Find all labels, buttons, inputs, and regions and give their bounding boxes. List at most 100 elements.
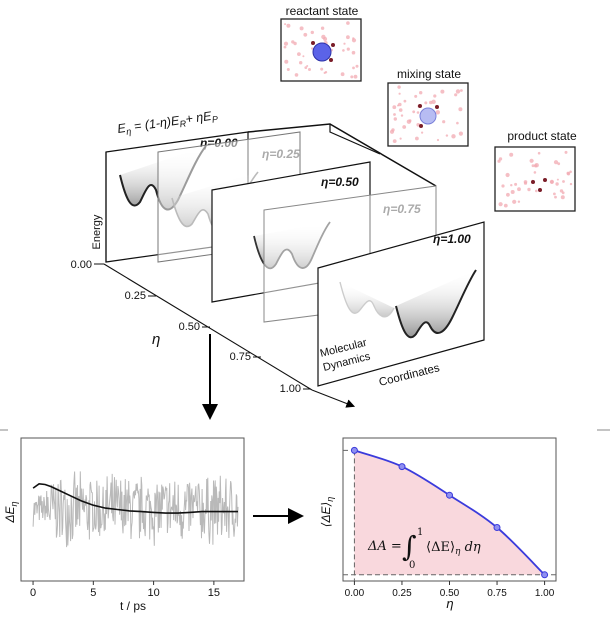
solvent-particle xyxy=(399,137,402,140)
solvent-particle xyxy=(553,192,556,196)
running-average-line xyxy=(32,482,238,514)
integral-upper: 1 xyxy=(417,527,423,538)
solvent-particle xyxy=(299,26,304,31)
solvent-particle xyxy=(533,171,537,174)
solvent-particle xyxy=(553,160,559,165)
solvent-particle xyxy=(550,180,554,184)
panel-connector xyxy=(329,124,381,155)
solvent-particle xyxy=(299,61,303,65)
solvent-particle xyxy=(320,67,324,71)
solvent-particle xyxy=(286,23,291,28)
solvent-particle xyxy=(498,157,503,161)
solvent-particle xyxy=(442,120,446,124)
solvent-particle xyxy=(350,75,354,79)
solvent-particle xyxy=(456,121,459,125)
ion-marker xyxy=(435,105,439,109)
solvent-particle xyxy=(523,181,528,185)
ion-marker xyxy=(418,104,422,108)
tick-label: 0.00 xyxy=(345,588,365,599)
solvent-particle xyxy=(340,72,345,77)
solvent-particle xyxy=(393,117,397,121)
solvent-particle xyxy=(435,110,440,115)
solvent-particle xyxy=(397,85,401,89)
solvent-particle xyxy=(398,92,401,95)
solvent-particle xyxy=(498,202,503,207)
integral-lower: 0 xyxy=(409,560,415,571)
solvent-particle xyxy=(424,101,428,105)
solvent-particle xyxy=(320,26,325,30)
solvent-particle xyxy=(451,134,456,139)
solvent-particle xyxy=(346,35,350,40)
series-line xyxy=(32,482,238,514)
data-point xyxy=(350,446,358,454)
solvent-particle xyxy=(455,89,461,94)
solvent-particle xyxy=(397,104,399,107)
solvent-particle xyxy=(283,45,287,49)
solvent-particle xyxy=(302,55,305,58)
reactant-state-label: reactant state xyxy=(286,4,359,18)
solvent-particle xyxy=(505,172,510,178)
solvent-particle xyxy=(557,162,561,166)
solvent-particle xyxy=(529,158,534,163)
tick-label: 10 xyxy=(147,587,159,599)
solvent-particles xyxy=(497,150,573,208)
solvent-particle xyxy=(433,94,437,98)
solvent-particle xyxy=(343,42,346,45)
solvent-particle xyxy=(351,50,356,55)
solvent-particle xyxy=(310,30,314,35)
solvent-particle xyxy=(512,199,517,204)
product-state-box xyxy=(494,146,576,212)
solvent-particle xyxy=(412,110,416,114)
solvent-particle xyxy=(346,47,350,51)
solvent-particle xyxy=(284,23,287,26)
solvent-particle xyxy=(283,41,289,46)
integral-area xyxy=(354,450,545,575)
solvent-particle xyxy=(402,125,407,129)
area-under-curve xyxy=(354,450,545,575)
free-energy-formula: ΔA = ∫ 1 0 ⟨ΔE⟩η dη xyxy=(367,527,481,571)
data-point xyxy=(446,491,453,499)
solvent-particle xyxy=(284,59,289,64)
x-ticks: 0.00 0.25 0.50 0.75 1.00 xyxy=(345,581,555,599)
solvent-particle xyxy=(506,192,510,197)
solvent-particle xyxy=(510,184,513,187)
solvent-particle xyxy=(569,182,573,186)
tick-label: 1.00 xyxy=(535,588,555,599)
mixing-state: mixing state xyxy=(387,67,469,147)
solvent-particle xyxy=(391,128,395,132)
ion-marker xyxy=(538,188,542,192)
delta-e-timeseries-chart: 0 5 10 15 ΔEη t / ps xyxy=(3,437,245,613)
eta-ticks: 0.00 0.25 0.50 0.75 1.00 xyxy=(71,259,311,395)
solvent-particle xyxy=(311,47,314,50)
noise-trace xyxy=(32,471,239,548)
solvent-particle xyxy=(534,163,539,168)
tick-label: 0.75 xyxy=(487,588,507,599)
eta-tick: 0.00 xyxy=(71,259,92,271)
solvent-particle xyxy=(400,114,404,117)
ion-marker xyxy=(543,178,547,182)
solvent-particles xyxy=(389,85,463,144)
solvent-particle xyxy=(403,99,407,103)
ion-marker xyxy=(419,124,423,128)
eta-label: η=0.75 xyxy=(383,202,421,216)
tick-label: 15 xyxy=(208,587,220,599)
solvent-particle xyxy=(517,200,521,203)
panel-eta-100: η=1.00 xyxy=(317,221,485,387)
lambda-panels-3d: Eη = (1-η)ER+ ηEP η=0.00 η=0.25 η=0.50 η… xyxy=(71,109,485,420)
eta-label: η=0.50 xyxy=(321,175,359,189)
solvent-particle xyxy=(419,91,423,95)
solvent-particle xyxy=(510,190,515,194)
solvent-particle xyxy=(392,105,397,110)
solvent-particle xyxy=(408,119,412,123)
solvent-particle xyxy=(458,107,463,112)
solvent-particle xyxy=(414,94,418,98)
solvent-particle xyxy=(303,32,308,37)
solvent-particle xyxy=(286,68,290,71)
solvent-particle xyxy=(415,136,419,141)
solvent-particle xyxy=(416,111,420,114)
solvent-particle xyxy=(445,134,449,137)
formula-integrand: ⟨ΔE⟩η dη xyxy=(426,540,481,557)
solvent-particle xyxy=(353,74,358,79)
eta-tick: 0.75 xyxy=(230,351,251,363)
